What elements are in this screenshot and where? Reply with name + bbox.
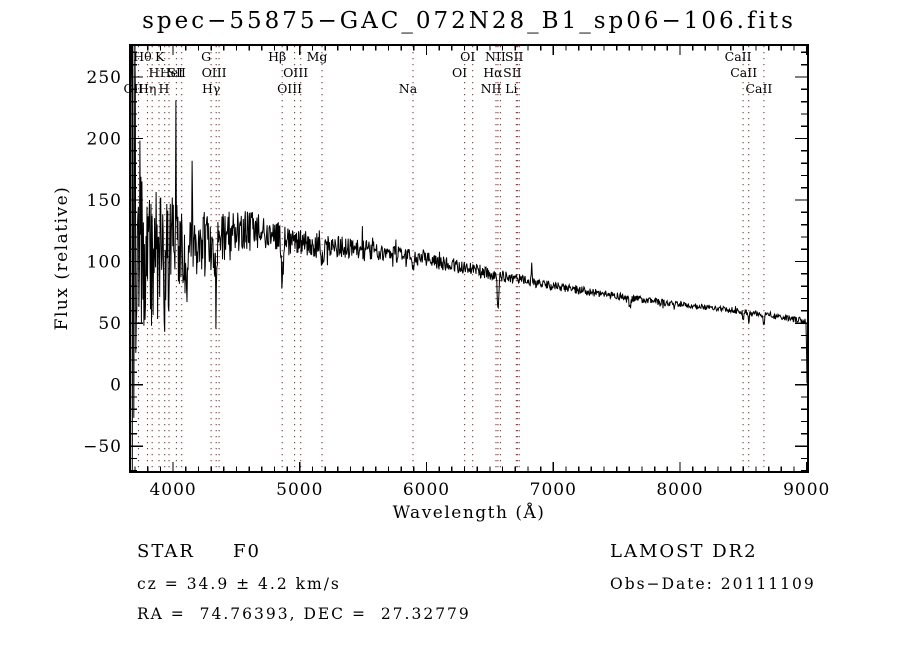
spectral-line-label: OIII (277, 81, 302, 96)
spectral-line-label: Mg (307, 49, 328, 64)
spectral-line-label: SII (503, 65, 522, 80)
y-tick-label: −50 (83, 437, 122, 457)
spectral-line-label: CaII (730, 65, 757, 80)
object-subclass-label: F0 (233, 541, 261, 562)
x-tick-label: 9000 (783, 480, 830, 500)
radial-velocity-text: cz = 34.9 ± 4.2 km/s (137, 575, 341, 593)
spectral-line-label: NII (485, 49, 506, 64)
spectral-line-label: Hγ (202, 81, 220, 96)
spectral-line-label: H (149, 65, 160, 80)
spectral-line-label: OII (123, 81, 143, 96)
spectral-line-label: OIII (283, 65, 308, 80)
object-class-label: STAR (137, 541, 195, 562)
spectral-line-label: G (201, 49, 211, 64)
spectral-line-label: SII (167, 65, 186, 80)
tick-labels-group: 4000 5000 6000 7000 8000 9000 −50 0 50 100 150 200 2… (83, 68, 830, 500)
spectral-line-label: OI (452, 65, 467, 80)
survey-release-label: LAMOST DR2 (610, 541, 758, 562)
obs-date-text: Obs−Date: 20111109 (610, 575, 816, 593)
plot-title: spec−55875−GAC_072N28_B1_sp06−106.fits (142, 8, 796, 34)
x-axis-label: Wavelength (Å) (392, 503, 546, 523)
y-tick-label: 50 (98, 314, 122, 334)
spectral-line-label: CaII (725, 49, 752, 64)
spectral-line-label: Hη (138, 81, 156, 96)
y-tick-label: 0 (110, 376, 122, 396)
spectral-line-label: OIII (202, 65, 227, 80)
y-tick-label: 100 (87, 253, 122, 273)
x-tick-label: 7000 (530, 480, 577, 500)
spectral-line-label: HeI (160, 65, 183, 80)
spectral-line-label: Hθ (133, 49, 151, 64)
y-axis-label: Flux (relative) (52, 185, 72, 331)
spectral-line-label: CaII (745, 81, 772, 96)
x-tick-label: 4000 (149, 480, 196, 500)
spectrum-trace (129, 45, 808, 472)
spectral-line-label: Li (505, 81, 517, 96)
spectral-line-label: SII (505, 49, 524, 64)
y-tick-label: 200 (87, 130, 122, 150)
axes-frame (129, 44, 809, 473)
x-tick-label: 6000 (403, 480, 450, 500)
ticks-group (131, 46, 808, 472)
spectral-line-label: Hα (483, 65, 503, 80)
y-tick-label: 250 (87, 68, 122, 88)
spectral-line-label: NII (481, 81, 502, 96)
ra-dec-text: RA = 74.76393, DEC = 27.32779 (137, 605, 471, 623)
x-tick-label: 8000 (656, 480, 703, 500)
spectral-line-label: K (155, 49, 165, 64)
spectral-line-markers-group (137, 46, 765, 471)
spectral-line-label: Hβ (268, 49, 286, 64)
y-tick-label: 150 (87, 191, 122, 211)
x-tick-label: 5000 (276, 480, 323, 500)
spectral-line-label: Na (399, 81, 418, 96)
spectral-line-label: H (159, 81, 170, 96)
spectral-line-label: OI (460, 49, 475, 64)
